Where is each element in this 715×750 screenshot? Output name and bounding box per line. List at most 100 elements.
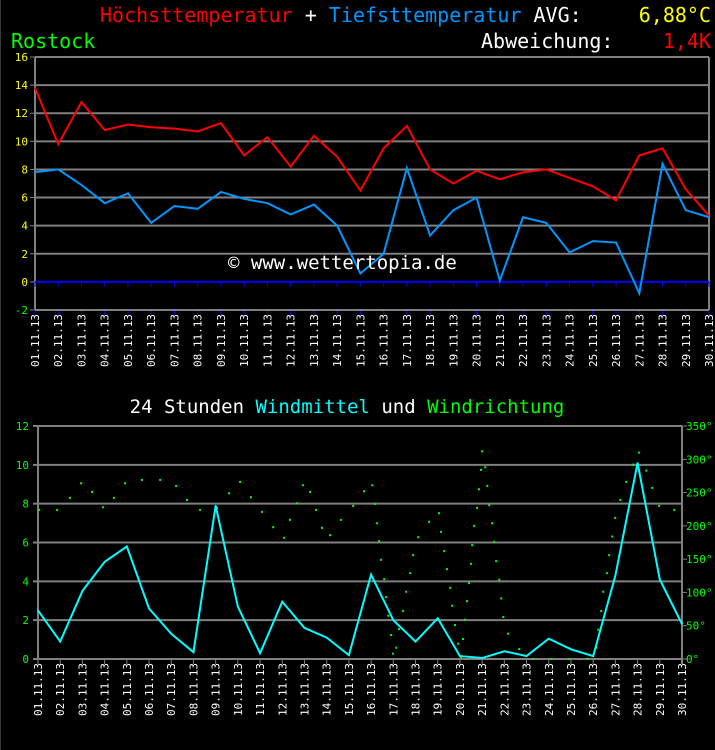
data-point <box>708 216 710 219</box>
wind-direction-point <box>402 610 405 613</box>
wind-direction-point <box>658 504 661 507</box>
wind-direction-point <box>302 484 305 487</box>
y-tick-label: 0 <box>21 276 28 289</box>
wind-direction-point <box>239 480 242 483</box>
data-point <box>568 251 571 254</box>
wind-direction-point <box>484 466 487 469</box>
data-point <box>382 147 385 150</box>
data-point <box>499 279 501 282</box>
series-line-wind-mean <box>37 462 683 660</box>
data-point <box>220 191 222 193</box>
wind-direction-point <box>329 534 332 537</box>
data-point <box>336 224 338 227</box>
data-point <box>243 154 245 157</box>
data-point <box>615 241 617 244</box>
wind-direction-point <box>480 468 483 471</box>
x-tick-label: 26.11.13 <box>610 314 623 367</box>
data-point <box>37 609 39 612</box>
title-min: Tiefsttemperatur <box>328 3 522 27</box>
data-point <box>34 171 36 174</box>
x-tick-label: 24.11.13 <box>564 314 577 367</box>
x-tick-label: 18.11.13 <box>424 314 437 367</box>
data-point <box>266 202 269 204</box>
data-point <box>313 203 315 206</box>
title-part: und <box>381 396 415 418</box>
wind-direction-point <box>470 562 473 565</box>
wind-direction-point <box>112 496 115 499</box>
wind-direction-point <box>645 469 648 472</box>
x-tick-label: 28.11.13 <box>657 314 670 367</box>
wind-direction-point <box>249 496 252 499</box>
data-point <box>499 178 501 181</box>
wind-direction-point <box>398 628 401 631</box>
y-tick-label: 10 <box>16 459 29 472</box>
x-tick-label: 05.11.13 <box>121 663 134 716</box>
data-point <box>103 129 106 131</box>
data-point <box>681 623 683 625</box>
wind-direction-point <box>466 600 469 603</box>
x-tick-label: 25.11.13 <box>587 314 600 367</box>
x-tick-label: 27.11.13 <box>633 314 646 367</box>
data-point <box>148 607 150 610</box>
wind-direction-point <box>500 597 503 600</box>
data-point <box>57 143 60 145</box>
wind-direction-point <box>56 508 59 511</box>
data-point <box>392 619 395 621</box>
wind-direction-point <box>289 518 292 521</box>
data-point <box>259 652 261 654</box>
data-point <box>103 202 106 204</box>
data-point <box>220 122 222 124</box>
x-tick-label: 01.11.13 <box>32 663 45 716</box>
wind-direction-point <box>390 634 393 637</box>
data-point <box>126 545 128 548</box>
wind-direction-point <box>438 512 441 515</box>
y-tick-label: 8 <box>21 163 28 176</box>
title-part: Windmittel <box>255 396 369 418</box>
data-point <box>289 213 292 216</box>
data-point <box>192 651 195 654</box>
x-tick-label: 13.11.13 <box>308 314 321 367</box>
x-tick-label: 27.11.13 <box>609 663 622 716</box>
x-tick-label: 12.11.13 <box>276 663 289 716</box>
wind-direction-point <box>440 530 443 533</box>
wind-direction-point <box>507 632 510 635</box>
data-point <box>570 648 572 651</box>
y2-tick-label: 50° <box>686 620 706 633</box>
wind-direction-point <box>464 618 467 621</box>
wind-direction-point <box>597 628 600 631</box>
y-tick-label: 10 <box>15 135 28 148</box>
wind-direction-point <box>673 508 676 511</box>
x-tick-label: 23.11.13 <box>540 314 553 367</box>
data-point <box>684 209 687 212</box>
wind-direction-point <box>481 450 484 453</box>
wind-direction-point <box>175 484 178 487</box>
wind-direction-point <box>491 522 494 525</box>
x-tick-label: 07.11.13 <box>165 663 178 716</box>
wind-direction-point <box>315 508 318 511</box>
y-tick-label: 4 <box>21 220 28 233</box>
data-point <box>615 199 617 202</box>
y2-tick-label: 250° <box>686 487 713 500</box>
wind-direction-point <box>498 578 501 581</box>
x-tick-label: 04.11.13 <box>99 663 112 716</box>
data-point <box>173 205 176 207</box>
data-point <box>127 123 129 126</box>
data-point <box>522 171 524 174</box>
data-point <box>150 126 153 129</box>
wind-direction-point <box>457 642 460 645</box>
wind-direction-point <box>392 652 395 655</box>
data-point <box>214 504 217 507</box>
x-tick-label: 06.11.13 <box>143 663 156 716</box>
avg-value: 6,88°C <box>638 3 711 27</box>
wind-direction-point <box>586 658 589 660</box>
wind-direction-point <box>451 604 454 607</box>
wind-direction-point <box>296 502 299 505</box>
data-point <box>452 182 455 185</box>
wind-direction-point <box>449 586 452 589</box>
x-tick-label: 13.11.13 <box>298 663 311 716</box>
data-point <box>59 640 62 643</box>
x-tick-label: 17.11.13 <box>401 314 414 367</box>
wind-direction-point <box>471 544 474 547</box>
x-tick-label: 19.11.13 <box>447 314 460 367</box>
